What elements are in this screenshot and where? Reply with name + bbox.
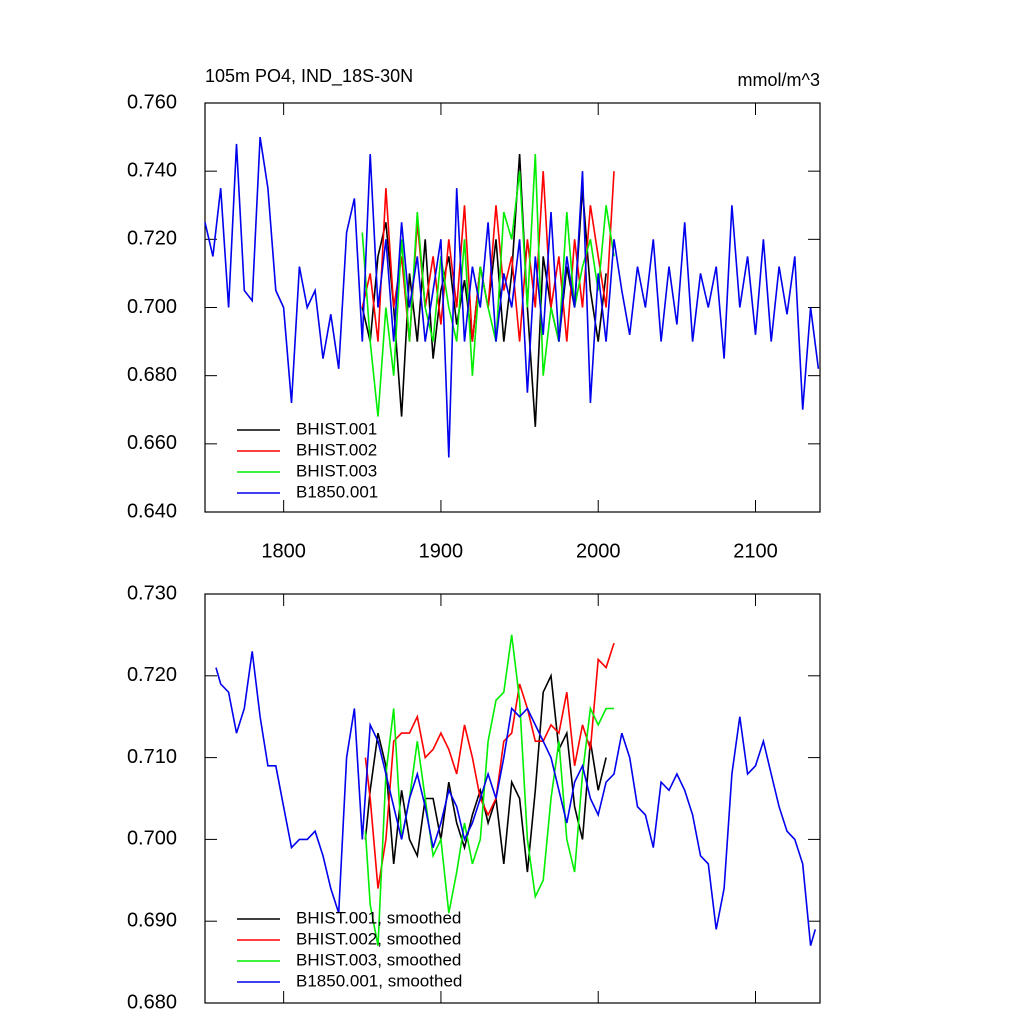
series-line bbox=[364, 642, 615, 889]
x-tick-label: 2100 bbox=[733, 540, 778, 562]
plot-frame bbox=[204, 593, 821, 1004]
y-tick-label: 0.660 bbox=[127, 432, 177, 454]
y-tick-label: 0.700 bbox=[127, 296, 177, 318]
y-tick-label: 0.680 bbox=[127, 991, 177, 1013]
y-tick-label: 0.720 bbox=[127, 664, 177, 686]
legend-label: BHIST.002 bbox=[296, 440, 377, 459]
y-tick-label: 0.640 bbox=[127, 500, 177, 522]
legend-label: B1850.001, smoothed bbox=[296, 971, 462, 990]
y-tick-label: 0.730 bbox=[127, 582, 177, 604]
y-tick-label: 0.690 bbox=[127, 909, 177, 931]
legend-label: BHIST.003, smoothed bbox=[296, 950, 461, 969]
y-tick-label: 0.760 bbox=[127, 91, 177, 113]
legend-label: BHIST.001, smoothed bbox=[296, 908, 461, 927]
x-tick-label: 1900 bbox=[419, 540, 464, 562]
legend-label: BHIST.001 bbox=[296, 419, 377, 438]
y-tick-label: 0.700 bbox=[127, 828, 177, 850]
chart-title: 105m PO4, IND_18S-30N bbox=[205, 66, 413, 87]
y-tick-label: 0.710 bbox=[127, 746, 177, 768]
series-line bbox=[215, 651, 817, 946]
series-line bbox=[204, 136, 820, 458]
y-tick-label: 0.720 bbox=[127, 228, 177, 250]
series-line bbox=[364, 634, 614, 946]
y-tick-label: 0.680 bbox=[127, 364, 177, 386]
legend-label: B1850.001 bbox=[296, 482, 378, 501]
y-tick-label: 0.740 bbox=[127, 159, 177, 181]
x-tick-label: 1800 bbox=[261, 540, 306, 562]
legend-label: BHIST.002, smoothed bbox=[296, 929, 461, 948]
legend-label: BHIST.003 bbox=[296, 461, 377, 480]
x-tick-label: 2000 bbox=[576, 540, 621, 562]
series-line bbox=[361, 154, 615, 417]
units-label: mmol/m^3 bbox=[738, 70, 820, 90]
